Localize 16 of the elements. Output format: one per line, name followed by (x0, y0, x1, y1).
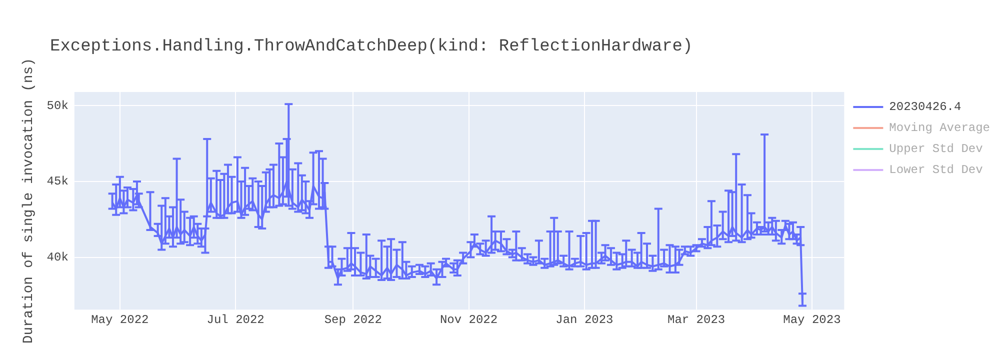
x-tick-label: May 2022 (91, 312, 149, 327)
x-tick-label: Jan 2023 (556, 312, 614, 327)
legend-label: Moving Average (889, 121, 990, 136)
x-tick-label: Mar 2023 (667, 312, 726, 327)
y-tick-label: 40k (46, 250, 68, 264)
x-tick-label: Sep 2022 (324, 312, 382, 327)
legend-label: 20230426.4 (889, 100, 962, 114)
legend-label: Upper Std Dev (889, 142, 983, 156)
x-tick-label: May 2023 (783, 312, 841, 327)
y-tick-label: 45k (46, 174, 68, 189)
y-axis-title: Duration of single invocation (ns) (21, 58, 38, 344)
chart-title: Exceptions.Handling.ThrowAndCatchDeep(kind: ReflectionHardware) (50, 38, 693, 56)
x-tick-label: Nov 2022 (440, 312, 498, 327)
x-tick-label: Jul 2022 (206, 312, 264, 327)
y-tick-label: 50k (46, 98, 68, 113)
legend-label: Lower Std Dev (889, 163, 983, 178)
